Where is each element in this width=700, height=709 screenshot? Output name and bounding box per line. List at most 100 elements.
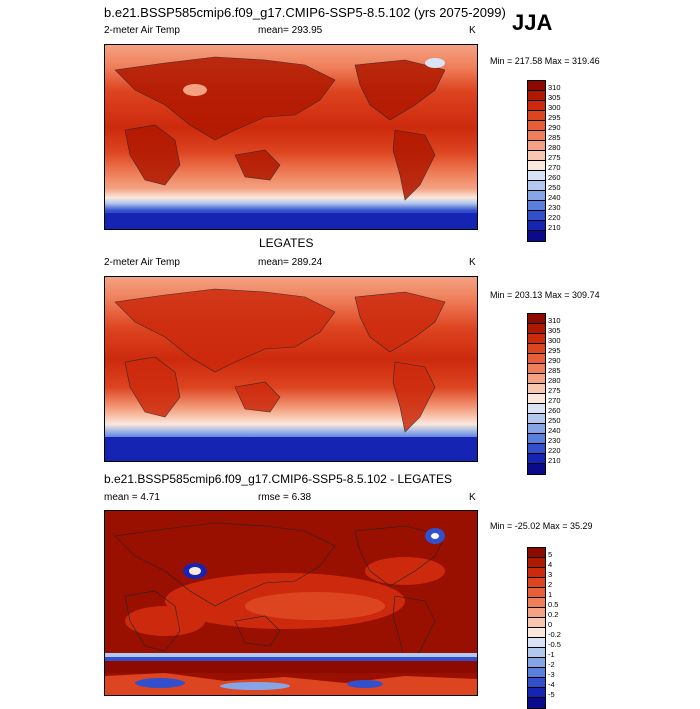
colorbar-swatch <box>528 404 545 414</box>
colorbar-tick-label: 210 <box>548 223 561 232</box>
colorbar-swatch <box>528 141 545 151</box>
colorbar-swatch <box>528 414 545 424</box>
colorbar-tick-label: 285 <box>548 366 561 375</box>
panel2-map <box>104 276 478 462</box>
colorbar-swatch <box>528 548 545 558</box>
colorbar-swatch <box>528 171 545 181</box>
colorbar-tick-label: -4 <box>548 680 555 689</box>
colorbar-swatch <box>528 628 545 638</box>
panel2-units-label: K <box>469 257 476 268</box>
panel1-colorbar <box>527 80 546 242</box>
panel3-units-label: K <box>469 492 476 503</box>
colorbar-tick-label: 300 <box>548 103 561 112</box>
colorbar-tick-label: 220 <box>548 213 561 222</box>
colorbar-tick-label: 260 <box>548 173 561 182</box>
colorbar-swatch <box>528 364 545 374</box>
colorbar-swatch <box>528 334 545 344</box>
colorbar-swatch <box>528 578 545 588</box>
colorbar-tick-label: 0.5 <box>548 600 559 609</box>
panel2-title: LEGATES <box>259 236 314 250</box>
colorbar-swatch <box>528 111 545 121</box>
colorbar-tick-label: 220 <box>548 446 561 455</box>
colorbar-tick-label: -0.5 <box>548 640 561 649</box>
colorbar-tick-label: 285 <box>548 133 561 142</box>
colorbar-tick-label: 300 <box>548 336 561 345</box>
panel2-colorbar-labels: 310 305 300 295 290 285 280 275 270 260 250 240 230 2… <box>548 316 561 466</box>
colorbar-swatch <box>528 201 545 211</box>
colorbar-swatch <box>528 131 545 141</box>
colorbar-tick-label: 0.2 <box>548 610 559 619</box>
colorbar-swatch <box>528 101 545 111</box>
colorbar-tick-label: 310 <box>548 316 561 325</box>
panel1-map <box>104 44 478 230</box>
colorbar-tick-label: 260 <box>548 406 561 415</box>
colorbar-swatch <box>528 211 545 221</box>
colorbar-tick-label: 5 <box>548 550 553 559</box>
colorbar-swatch <box>528 81 545 91</box>
colorbar-tick-label: 250 <box>548 416 561 425</box>
colorbar-swatch <box>528 464 545 474</box>
colorbar-swatch <box>528 384 545 394</box>
panel3-rmse-label: rmse = 6.38 <box>258 492 312 503</box>
panel1-mean-label: mean= 293.95 <box>258 25 323 36</box>
panel1-colorbar-labels: 310 305 300 295 290 285 280 275 270 260 250 240 230 2… <box>548 83 561 233</box>
colorbar-tick-label: 2 <box>548 580 553 589</box>
panel3-mean-label: mean = 4.71 <box>104 492 160 503</box>
colorbar-tick-label: 240 <box>548 193 561 202</box>
colorbar-swatch <box>528 161 545 171</box>
panel3-title: b.e21.BSSP585cmip6.f09_g17.CMIP6-SSP5-8.… <box>104 472 452 486</box>
colorbar-tick-label: 305 <box>548 326 561 335</box>
colorbar-swatch <box>528 91 545 101</box>
colorbar-swatch <box>528 618 545 628</box>
colorbar-swatch <box>528 568 545 578</box>
panel3-colorbar-labels: 5 4 3 2 1 0.5 0.2 0 -0.2 -0.5 -1 -2 -3 -4 -5 <box>548 550 561 700</box>
panel2-minmax: Min = 203.13 Max = 309.74 <box>490 290 600 300</box>
colorbar-tick-label: 280 <box>548 376 561 385</box>
colorbar-tick-label: 1 <box>548 590 553 599</box>
colorbar-swatch <box>528 424 545 434</box>
colorbar-swatch <box>528 324 545 334</box>
colorbar-tick-label: 280 <box>548 143 561 152</box>
panel2-colorbar <box>527 313 546 475</box>
colorbar-tick-label: 295 <box>548 113 561 122</box>
panel2-variable-label: 2-meter Air Temp <box>104 257 180 268</box>
season-label: JJA <box>512 10 553 35</box>
colorbar-swatch <box>528 588 545 598</box>
colorbar-tick-label: -5 <box>548 690 555 699</box>
colorbar-swatch <box>528 648 545 658</box>
colorbar-tick-label: 305 <box>548 93 561 102</box>
colorbar-swatch <box>528 678 545 688</box>
colorbar-swatch <box>528 121 545 131</box>
colorbar-tick-label: -1 <box>548 650 555 659</box>
colorbar-tick-label: 275 <box>548 153 561 162</box>
colorbar-tick-label: 275 <box>548 386 561 395</box>
panel3-map <box>104 510 478 696</box>
colorbar-tick-label: 3 <box>548 570 553 579</box>
colorbar-swatch <box>528 344 545 354</box>
colorbar-swatch <box>528 231 545 241</box>
colorbar-swatch <box>528 638 545 648</box>
colorbar-swatch <box>528 668 545 678</box>
colorbar-tick-label: 0 <box>548 620 553 629</box>
colorbar-swatch <box>528 608 545 618</box>
colorbar-swatch <box>528 374 545 384</box>
colorbar-swatch <box>528 598 545 608</box>
colorbar-swatch <box>528 434 545 444</box>
panel1-variable-label: 2-meter Air Temp <box>104 25 180 36</box>
panel3-minmax: Min = -25.02 Max = 35.29 <box>490 521 593 531</box>
colorbar-swatch <box>528 221 545 231</box>
colorbar-swatch <box>528 558 545 568</box>
colorbar-tick-label: -0.2 <box>548 630 561 639</box>
colorbar-swatch <box>528 191 545 201</box>
colorbar-swatch <box>528 151 545 161</box>
panel2-mean-label: mean= 289.24 <box>258 257 323 268</box>
colorbar-swatch <box>528 394 545 404</box>
colorbar-tick-label: 230 <box>548 203 561 212</box>
panel3-colorbar <box>527 547 546 709</box>
colorbar-tick-label: 270 <box>548 396 561 405</box>
colorbar-swatch <box>528 688 545 698</box>
colorbar-tick-label: -2 <box>548 660 555 669</box>
panel1-units-label: K <box>469 25 476 36</box>
colorbar-tick-label: 210 <box>548 456 561 465</box>
colorbar-tick-label: -3 <box>548 670 555 679</box>
